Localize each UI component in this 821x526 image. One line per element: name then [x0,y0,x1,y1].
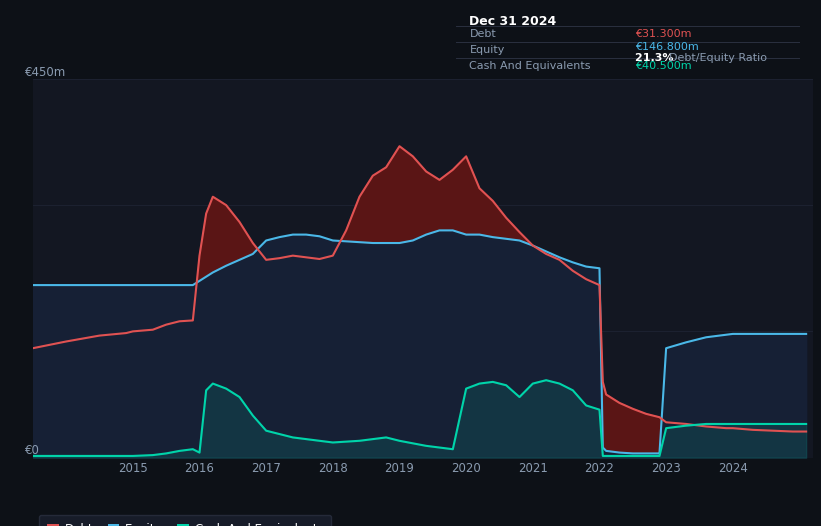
Text: Debt/Equity Ratio: Debt/Equity Ratio [669,53,768,63]
Text: Equity: Equity [470,45,505,55]
Text: €0: €0 [25,444,40,457]
Legend: Debt, Equity, Cash And Equivalents: Debt, Equity, Cash And Equivalents [39,515,332,526]
Text: 21.3%: 21.3% [635,53,677,63]
Text: €450m: €450m [25,66,67,79]
Text: €40.500m: €40.500m [635,61,691,71]
Text: Dec 31 2024: Dec 31 2024 [470,15,557,28]
Text: €146.800m: €146.800m [635,42,699,52]
Text: Cash And Equivalents: Cash And Equivalents [470,61,591,71]
Text: €31.300m: €31.300m [635,29,691,39]
Text: Debt: Debt [470,29,496,39]
